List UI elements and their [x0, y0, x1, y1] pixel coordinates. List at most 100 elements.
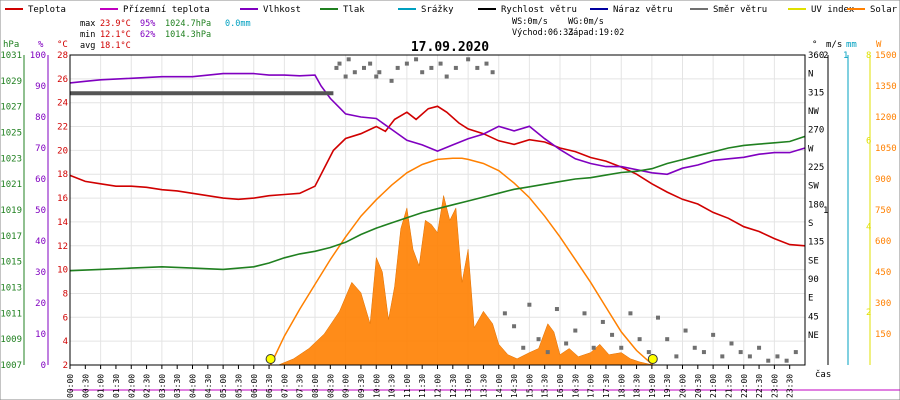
humidity-tick-label: 90: [35, 82, 46, 92]
uv-tick-label: 8: [866, 51, 871, 61]
pressure-tick-label: 1013: [0, 284, 22, 294]
wind-direction-point: [766, 358, 771, 363]
solar-tick-label: 450: [875, 268, 891, 278]
time-tick-label: 12:00: [434, 374, 443, 398]
temperature-line: [69, 105, 806, 247]
legend-label: Srážky: [421, 5, 454, 15]
sunrise-info: Východ:06:33: [512, 28, 573, 38]
time-tick-label: 04:00: [189, 374, 198, 398]
time-tick-label: 20:00: [679, 374, 688, 398]
stat-max-hum: 95%: [140, 19, 155, 29]
wind-direction-point: [692, 345, 697, 350]
time-tick-label: 05:00: [219, 374, 228, 398]
time-tick-label: 00:00: [66, 374, 75, 398]
pressure-tick-label: 1023: [0, 154, 22, 164]
pressure-tick-label: 1027: [0, 103, 22, 113]
wind-direction-point: [453, 65, 458, 70]
direction-tick-label: 45: [808, 312, 819, 322]
temperature-tick-label: 4: [63, 337, 68, 347]
time-tick-label: 10:00: [372, 374, 381, 398]
wind-direction-point: [536, 337, 541, 342]
time-tick-label: 21:30: [724, 374, 733, 398]
solar-tick-label: 750: [875, 206, 891, 216]
time-tick-label: 21:00: [709, 374, 718, 398]
stat-avg-temp: 18.1°C: [100, 41, 131, 51]
wind-direction-point: [674, 354, 679, 359]
humidity-line: [69, 72, 806, 176]
legend-label: Přízemní teplota: [123, 5, 210, 15]
stats-box: max 23.9°C 95% 1024.7hPa 0.0mm min 12.1°C 62% 10…: [80, 17, 624, 51]
wind-direction-point: [683, 328, 688, 333]
time-tick-label: 18:30: [633, 374, 642, 398]
wind-direction-point: [438, 61, 443, 66]
direction-tick-label: NW: [808, 107, 819, 117]
direction-tick-label: SW: [808, 182, 819, 192]
legend-label: Směr větru: [713, 5, 767, 15]
time-tick-label: 23:30: [786, 374, 795, 398]
wind-direction-point: [502, 311, 507, 316]
stat-min-temp: 12.1°C: [100, 30, 131, 40]
wind-direction-point: [573, 328, 578, 333]
wind-direction-point: [582, 311, 587, 316]
direction-tick-label: S: [808, 219, 813, 229]
wind-direction-point: [444, 74, 449, 79]
uv-tick-label: 6: [866, 137, 871, 147]
legend-label: Rychlost větru: [501, 5, 577, 15]
chart-title: 17.09.2020: [411, 40, 489, 55]
solar-tick-label: 1500: [875, 51, 897, 61]
humidity-tick-label: 70: [35, 144, 46, 154]
temperature-tick-label: 16: [57, 194, 68, 204]
wind-direction-point: [484, 61, 489, 66]
legend-label: Vlhkost: [263, 5, 301, 15]
time-tick-label: 11:30: [418, 374, 427, 398]
solar-tick-label: 900: [875, 175, 891, 185]
pressure-tick-label: 1025: [0, 129, 22, 139]
time-tick-label: 12:30: [449, 374, 458, 398]
time-tick-label: 14:00: [495, 374, 504, 398]
wind-direction-point: [600, 319, 605, 324]
wind-direction-point: [362, 65, 366, 70]
solar-unit: W: [876, 40, 882, 50]
time-tick-label: 16:00: [556, 374, 565, 398]
wind-direction-point: [352, 70, 357, 75]
stat-min-label: min: [80, 30, 95, 40]
time-tick-label: 13:30: [479, 374, 488, 398]
time-tick-label: 02:00: [127, 374, 136, 398]
solar-tick-label: 1050: [875, 144, 897, 154]
time-tick-label: 23:00: [770, 374, 779, 398]
time-tick-label: 19:00: [648, 374, 657, 398]
time-tick-label: 19:30: [663, 374, 672, 398]
legend-label: Solar: [870, 5, 898, 15]
temperature-tick-label: 20: [57, 146, 68, 156]
solar-tick-label: 300: [875, 299, 891, 309]
temperature-tick-label: 26: [57, 75, 68, 85]
temperature-tick-label: 6: [63, 313, 68, 323]
direction-tick-label: N: [808, 70, 813, 80]
uv-tick-label: 4: [866, 222, 871, 232]
humidity-tick-label: 20: [35, 299, 46, 309]
humidity-tick-label: 80: [35, 113, 46, 123]
wind-direction-point: [729, 341, 734, 346]
pressure-tick-label: 1021: [0, 180, 22, 190]
direction-tick-label: 135: [808, 238, 824, 248]
time-axis-label: čas: [815, 369, 831, 380]
pressure-line: [69, 135, 806, 272]
solar-series: [269, 157, 655, 366]
direction-tick-label: 90: [808, 275, 819, 285]
time-tick-label: 22:30: [755, 374, 764, 398]
pressure-tick-label: 1019: [0, 206, 22, 216]
direction-unit: °: [812, 40, 817, 50]
solar-tick-label: 600: [875, 237, 891, 247]
wind-direction-point: [720, 354, 725, 359]
direction-tick-label: 270: [808, 126, 824, 136]
wind-direction-point: [628, 311, 633, 316]
wind-direction-point: [346, 57, 351, 62]
humidity-unit: %: [38, 40, 44, 50]
wind-direction-point: [389, 78, 394, 83]
wind-direction-point: [591, 345, 596, 350]
uv-tick-label: 2: [866, 308, 871, 318]
direction-tick-label: SE: [808, 256, 819, 266]
humidity-tick-label: 30: [35, 268, 46, 278]
wind-direction-point: [490, 70, 495, 75]
solar-tick-label: 150: [875, 330, 891, 340]
